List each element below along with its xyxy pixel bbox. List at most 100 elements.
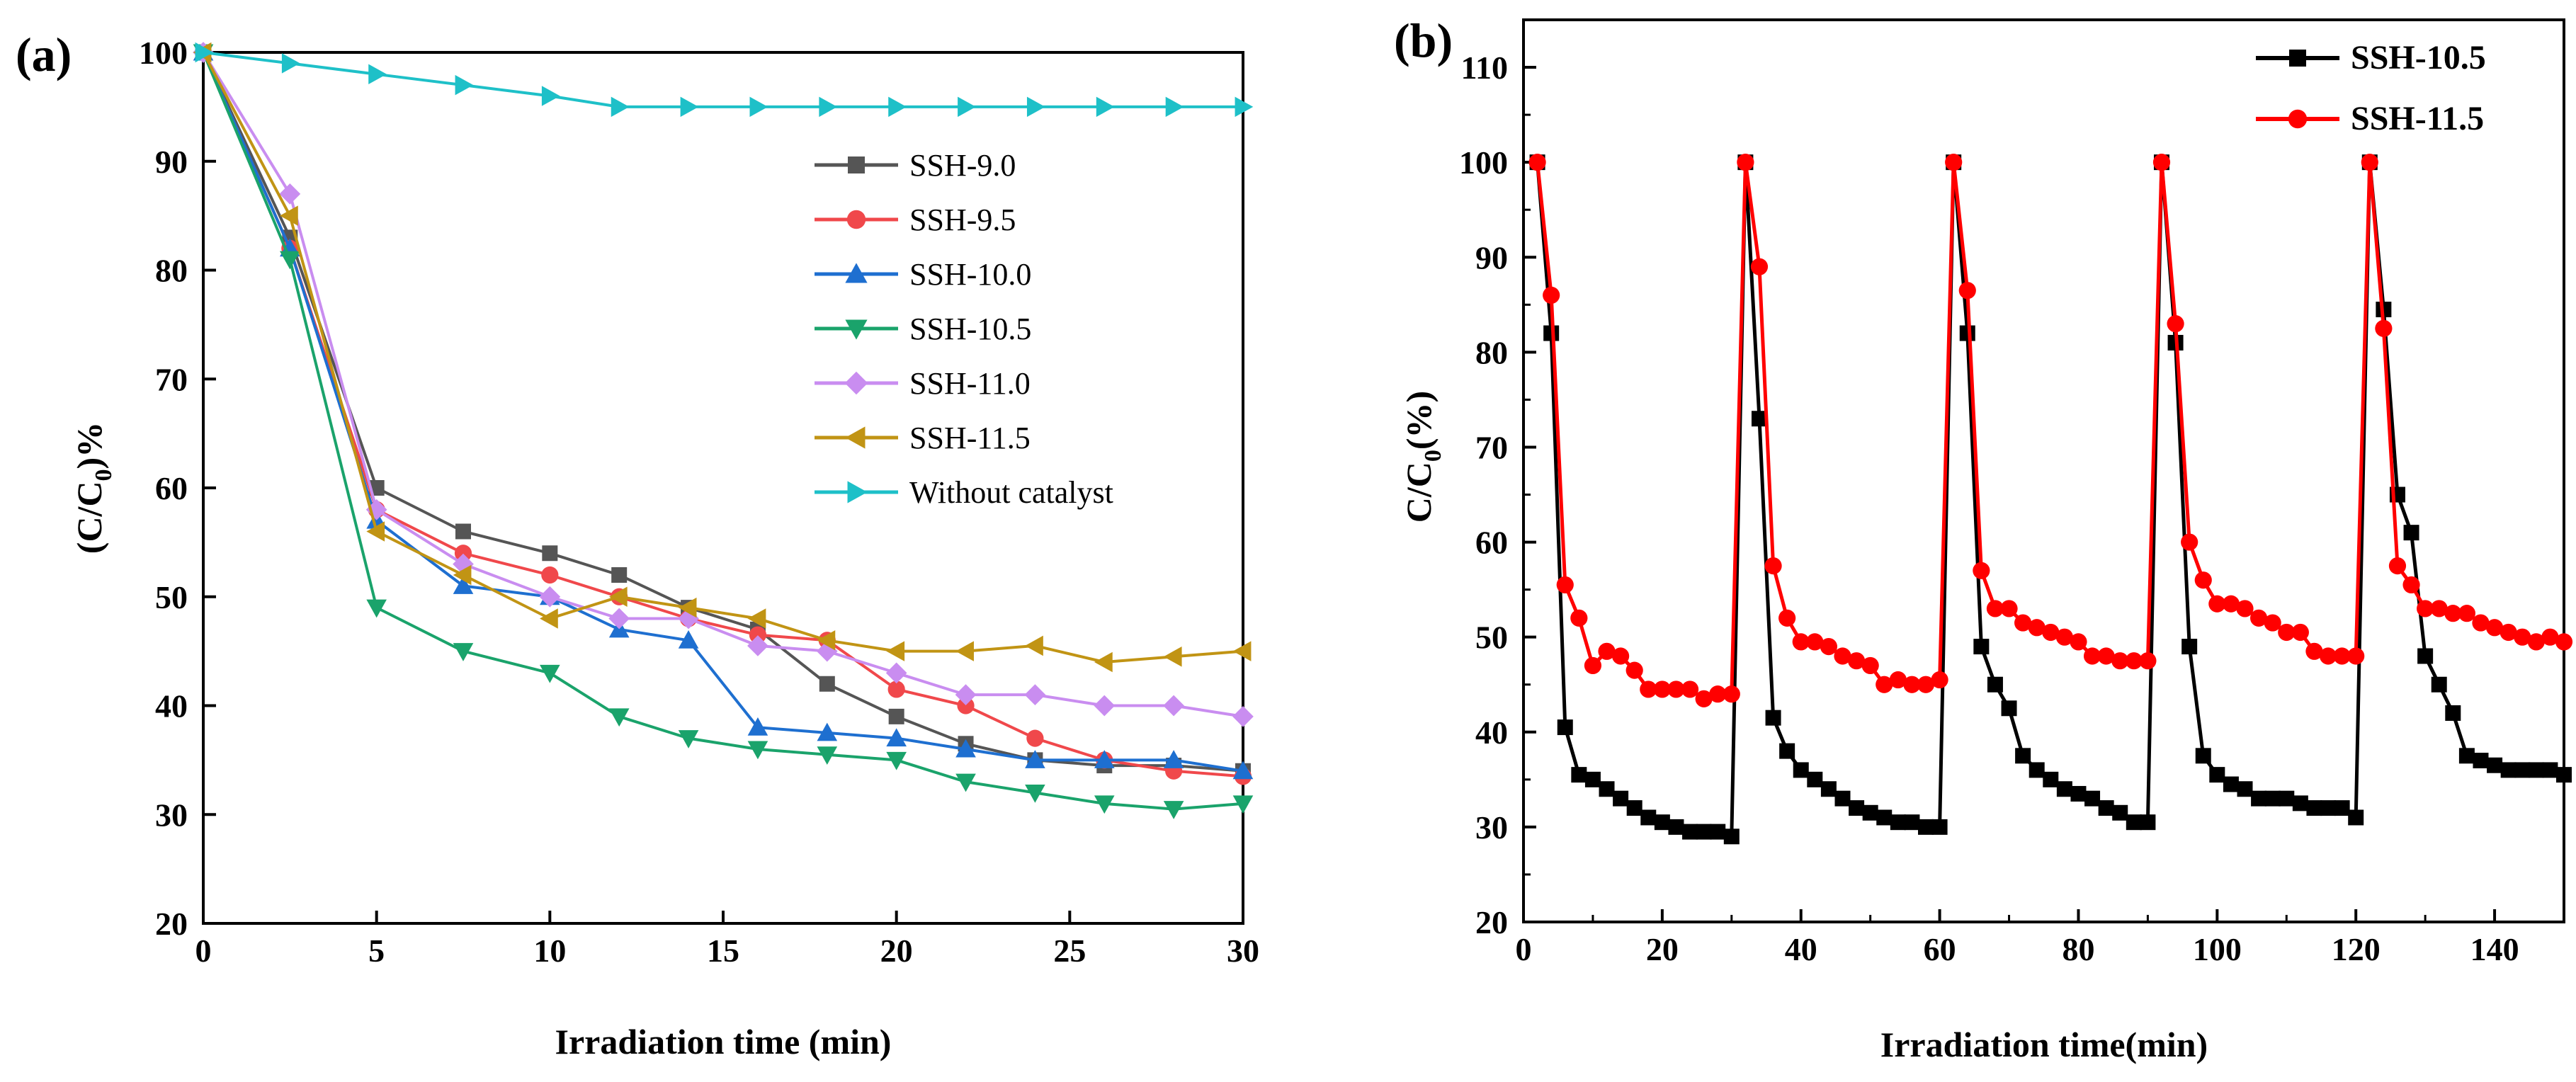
panel-b-data-point-ssh-11-5 [2514,628,2531,646]
panel-b-data-point-ssh-11-5 [1653,680,1671,698]
panel-b-legend: SSH-10.5 SSH-11.5 [2256,39,2486,137]
panel-a-data-point-ssh-10-0 [1025,750,1045,768]
panel-b-x-tick-label: 100 [2193,931,2242,967]
panel-a-y-axis-title: (C/C0)% [69,422,117,554]
panel-a-data-point-ssh-11-0 [955,684,977,705]
panel-a-legend-label: SSH-9.0 [909,148,1016,183]
panel-b-data-point-ssh-11-5 [2417,600,2434,617]
panel-a-legend-label: Without catalyst [909,475,1113,510]
panel-b-data-point-ssh-10-5 [1931,819,1948,835]
panel-b-data-point-ssh-11-5 [2083,647,2101,665]
panel-b-data-point-ssh-10-5 [1807,771,1823,787]
panel-b-data-point-ssh-10-5 [2181,639,2198,655]
panel-b-y-tick-label: 60 [1475,525,1508,561]
panel-a-legend-marker [845,263,868,283]
panel-a-legend-label: SSH-11.0 [909,366,1031,401]
panel-a-x-tick-label: 20 [880,933,913,969]
panel-a-data-point-without-catalyst [368,64,387,85]
panel-a-data-point-ssh-11-0 [365,499,387,520]
panel-b-data-point-ssh-10-5 [2403,525,2419,541]
panel-b-data-point-ssh-11-5 [1847,652,1866,670]
panel-a-x-tick-label: 25 [1053,933,1086,969]
panel-b-data-point-ssh-11-5 [1945,154,1963,171]
panel-a-series-ssh-10-5 [193,44,1254,819]
panel-b-data-point-ssh-11-5 [1917,676,1935,693]
panel-a-data-point-ssh-10-5 [886,751,907,770]
panel-b-data-point-ssh-11-5 [2181,533,2198,551]
panel-b-data-point-ssh-10-5 [2473,753,2489,769]
panel-a-data-point-ssh-10-0 [955,739,976,758]
panel-b-data-point-ssh-10-5 [1876,809,1893,826]
panel-b-y-tick-label: 100 [1459,144,1508,181]
panel-b-data-point-ssh-10-5 [2500,762,2517,778]
panel-b-data-point-ssh-11-5 [2139,652,2157,670]
panel-b-data-point-ssh-10-5 [1696,824,1712,840]
panel-a-y-tick-label: 80 [155,253,188,289]
panel-b-data-point-ssh-11-5 [1861,656,1879,675]
panel-a-y-axis: 20 30 40 50 60 70 80 90 100 [139,35,216,942]
panel-b-data-point-ssh-10-5 [2126,814,2142,831]
panel-a: (a) 0 5 10 15 20 25 30 20 30 40 50 60 70 80 90 100 SSH… [16,28,1259,1061]
panel-b-data-point-ssh-11-5 [2402,576,2420,594]
panel-b-data-point-ssh-11-5 [2527,633,2545,651]
panel-b-data-point-ssh-11-5 [2444,605,2462,622]
panel-a-data-point-ssh-9-5 [454,545,472,562]
panel-b-data-point-ssh-10-5 [1987,676,2003,693]
panel-b-data-point-ssh-10-5 [1890,814,1906,831]
panel-b-data-point-ssh-11-5 [1931,671,1948,689]
panel-b-data-point-ssh-10-5 [2528,762,2544,778]
panel-a-data-point-ssh-11-5 [540,608,558,629]
panel-a-data-point-without-catalyst [1026,96,1045,118]
panel-b-data-point-ssh-11-5 [1834,647,1851,665]
panel-a-data-point-without-catalyst [1235,96,1254,118]
panel-a-data-point-ssh-9-5 [1026,729,1044,747]
panel-b-series [1528,154,2573,845]
panel-a-data-point-ssh-10-0 [678,630,699,649]
panel-b-data-point-ssh-11-5 [2000,600,2018,617]
panel-b-data-point-ssh-10-5 [2306,800,2322,816]
panel-b-data-point-ssh-10-5 [1640,809,1657,826]
panel-b-legend-marker [2289,50,2306,67]
panel-a-series-line-ssh-9-0 [202,52,1244,773]
panel-a-y-tick-label: 50 [155,579,188,615]
panel-b-data-point-ssh-11-5 [2042,623,2060,642]
panel-b-data-point-ssh-11-5 [1584,656,1602,675]
panel-a-data-point-ssh-9-0 [455,523,471,540]
panel-a-data-point-without-catalyst [680,96,699,118]
panel-a-x-tick-label: 15 [707,933,739,969]
panel-b-data-point-ssh-11-5 [2291,623,2309,642]
panel-b-x-tick-label: 140 [2470,931,2519,967]
panel-a-data-point-ssh-9-5 [749,626,767,644]
panel-b-data-point-ssh-11-5 [2194,571,2212,589]
panel-b-data-point-ssh-11-5 [1764,557,1782,575]
panel-b-y-tick-label: 90 [1475,239,1508,275]
panel-a-y-tick-label: 30 [155,797,188,833]
panel-a-series-line-ssh-10-5 [202,52,1244,811]
panel-b-data-point-ssh-11-5 [2305,642,2323,660]
panel-b-data-point-ssh-11-5 [2333,647,2351,665]
panel-b-data-point-ssh-10-5 [2209,767,2225,783]
panel-b-data-point-ssh-10-5 [1571,767,1587,783]
panel-a-data-point-ssh-9-5 [541,566,559,584]
panel-b-data-point-ssh-11-5 [2485,619,2504,637]
panel-b-x-tick-label: 0 [1516,931,1532,967]
panel-b-legend-label: SSH-11.5 [2351,100,2484,137]
panel-a-y-tick-label: 90 [155,144,188,180]
panel-a-x-axis-title: Irradiation time (min) [555,1022,892,1061]
panel-a-data-point-without-catalyst [195,42,214,63]
panel-b-data-point-ssh-10-5 [2542,762,2558,778]
panel-a-series-ssh-9-0 [195,45,1251,779]
panel-b-data-point-ssh-11-5 [2249,609,2268,627]
panel-b-data-point-ssh-10-5 [1904,814,1920,831]
panel-b-y-tick-label: 20 [1475,904,1508,940]
panel-b-data-point-ssh-10-5 [1918,819,1934,835]
panel-b-data-point-ssh-11-5 [1889,671,1907,689]
panel-b-data-point-ssh-11-5 [2555,633,2573,651]
panel-a-x-tick-label: 30 [1227,933,1259,969]
panel-b-y-title-part2: (%) [1399,391,1439,450]
panel-b-data-point-ssh-10-5 [1834,790,1851,807]
panel-b-data-point-ssh-11-5 [1903,676,1921,693]
panel-b-data-point-ssh-10-5 [1723,828,1740,845]
panel-b-data-point-ssh-11-5 [2500,623,2517,642]
panel-a-legend-label: SSH-10.5 [909,312,1031,346]
